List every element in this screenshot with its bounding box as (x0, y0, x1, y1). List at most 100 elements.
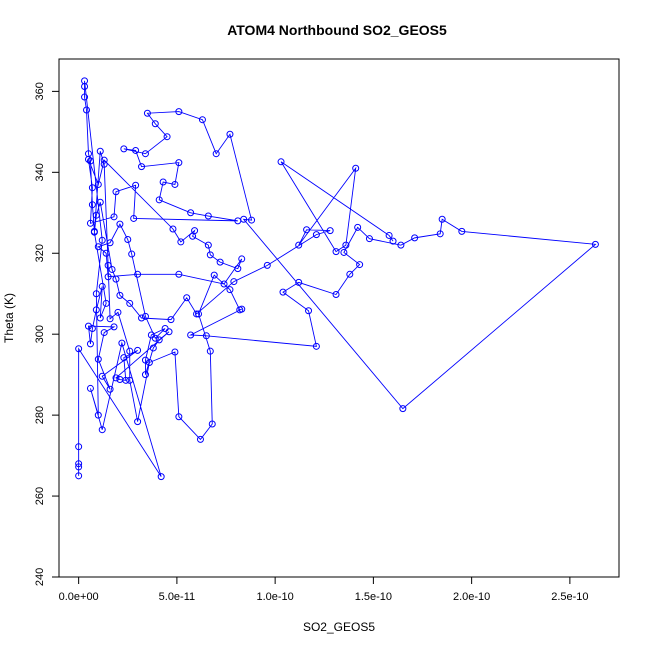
data-point (458, 227, 466, 235)
data-point (106, 239, 114, 247)
data-point (157, 473, 165, 481)
data-point (248, 216, 256, 224)
data-point (216, 258, 224, 266)
data-point (193, 310, 201, 318)
data-point (141, 312, 149, 320)
data-point (234, 217, 242, 225)
data-point (118, 339, 126, 347)
data-point (96, 198, 104, 206)
data-point (100, 329, 108, 337)
data-point (83, 106, 91, 114)
data-point (94, 243, 102, 251)
data-point (122, 376, 130, 384)
x-tick-label: 1.0e-10 (256, 591, 293, 603)
y-tick-label: 320 (34, 244, 46, 262)
data-point (340, 248, 348, 256)
data-point (279, 288, 287, 296)
data-point (356, 261, 364, 269)
data-point (141, 371, 149, 379)
data-point (134, 418, 142, 426)
data-point (167, 316, 175, 324)
data-point (365, 235, 373, 243)
data-point (141, 150, 149, 158)
data-point (128, 250, 136, 258)
data-point (94, 180, 102, 188)
data-point (263, 261, 271, 269)
data-point (151, 120, 159, 128)
data-point (332, 291, 340, 299)
data-point (94, 411, 102, 419)
data-point (352, 164, 360, 172)
data-point (120, 354, 128, 362)
data-point (295, 241, 303, 249)
data-point (81, 83, 89, 91)
data-point (326, 227, 334, 235)
y-tick-label: 300 (34, 325, 46, 343)
data-point (198, 116, 206, 124)
data-point (138, 163, 146, 171)
data-point (226, 286, 234, 294)
data-point (155, 336, 163, 344)
data-point (346, 270, 354, 278)
series-line (78, 80, 597, 477)
data-point (130, 214, 138, 222)
data-point (303, 226, 311, 234)
data-point (277, 158, 285, 166)
data-point (155, 196, 163, 204)
data-point (98, 282, 106, 290)
y-axis-label: Theta (K) (2, 293, 16, 343)
data-point (104, 261, 112, 269)
data-point (100, 156, 108, 164)
data-point (171, 348, 179, 356)
y-tick-label: 240 (34, 568, 46, 586)
x-tick-label: 2.5e-10 (551, 591, 588, 603)
data-point (163, 133, 171, 141)
data-point (120, 145, 128, 153)
data-point (126, 347, 134, 355)
data-point (389, 237, 397, 245)
data-point (98, 236, 106, 244)
data-point (342, 241, 350, 249)
data-point (149, 344, 157, 352)
data-point (92, 306, 100, 314)
y-tick-label: 360 (34, 82, 46, 100)
data-point (212, 150, 220, 158)
data-point (196, 435, 204, 443)
data-point (86, 384, 94, 392)
x-tick-label: 1.5e-10 (355, 591, 392, 603)
data-point (132, 146, 140, 154)
data-point (81, 93, 89, 101)
data-point (98, 372, 106, 380)
data-point (436, 230, 444, 238)
data-point (210, 271, 218, 279)
data-point (187, 331, 195, 339)
data-point (175, 108, 183, 116)
data-point (591, 240, 599, 248)
data-point (159, 178, 167, 186)
data-point (88, 201, 96, 209)
data-point (141, 356, 149, 364)
data-point (108, 265, 116, 273)
data-point (411, 234, 419, 242)
data-point (399, 405, 407, 413)
data-point (134, 346, 142, 354)
data-point (220, 280, 228, 288)
data-point (234, 265, 242, 273)
data-point (175, 159, 183, 167)
data-point (124, 235, 132, 243)
data-point (75, 345, 83, 353)
data-point (312, 231, 320, 239)
data-point (112, 275, 120, 283)
x-tick-label: 0.0e+00 (59, 591, 99, 603)
data-point (102, 299, 110, 307)
data-point (165, 328, 173, 336)
data-point (312, 342, 320, 350)
data-point (75, 460, 83, 468)
data-point (112, 374, 120, 382)
y-tick-label: 340 (34, 163, 46, 181)
data-point (206, 347, 214, 355)
data-point (96, 314, 104, 322)
data-point (189, 232, 197, 240)
x-tick-label: 2.0e-10 (453, 591, 490, 603)
